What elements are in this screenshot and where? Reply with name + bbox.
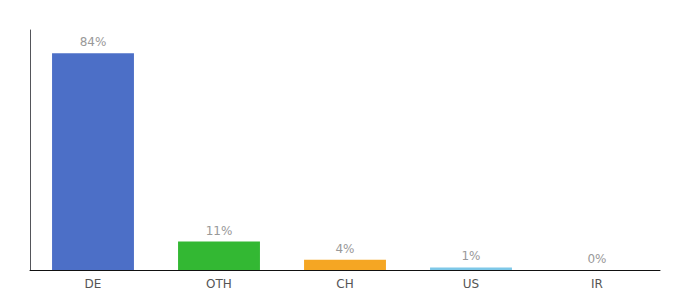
svg-text:OTH: OTH — [206, 277, 232, 291]
svg-text:DE: DE — [85, 277, 102, 291]
svg-text:US: US — [463, 277, 479, 291]
svg-text:84%: 84% — [80, 35, 107, 49]
svg-text:4%: 4% — [335, 242, 354, 256]
svg-text:11%: 11% — [206, 224, 233, 238]
svg-text:0%: 0% — [587, 252, 606, 266]
svg-text:IR: IR — [591, 277, 603, 291]
svg-text:1%: 1% — [461, 249, 480, 263]
svg-text:CH: CH — [336, 277, 353, 291]
